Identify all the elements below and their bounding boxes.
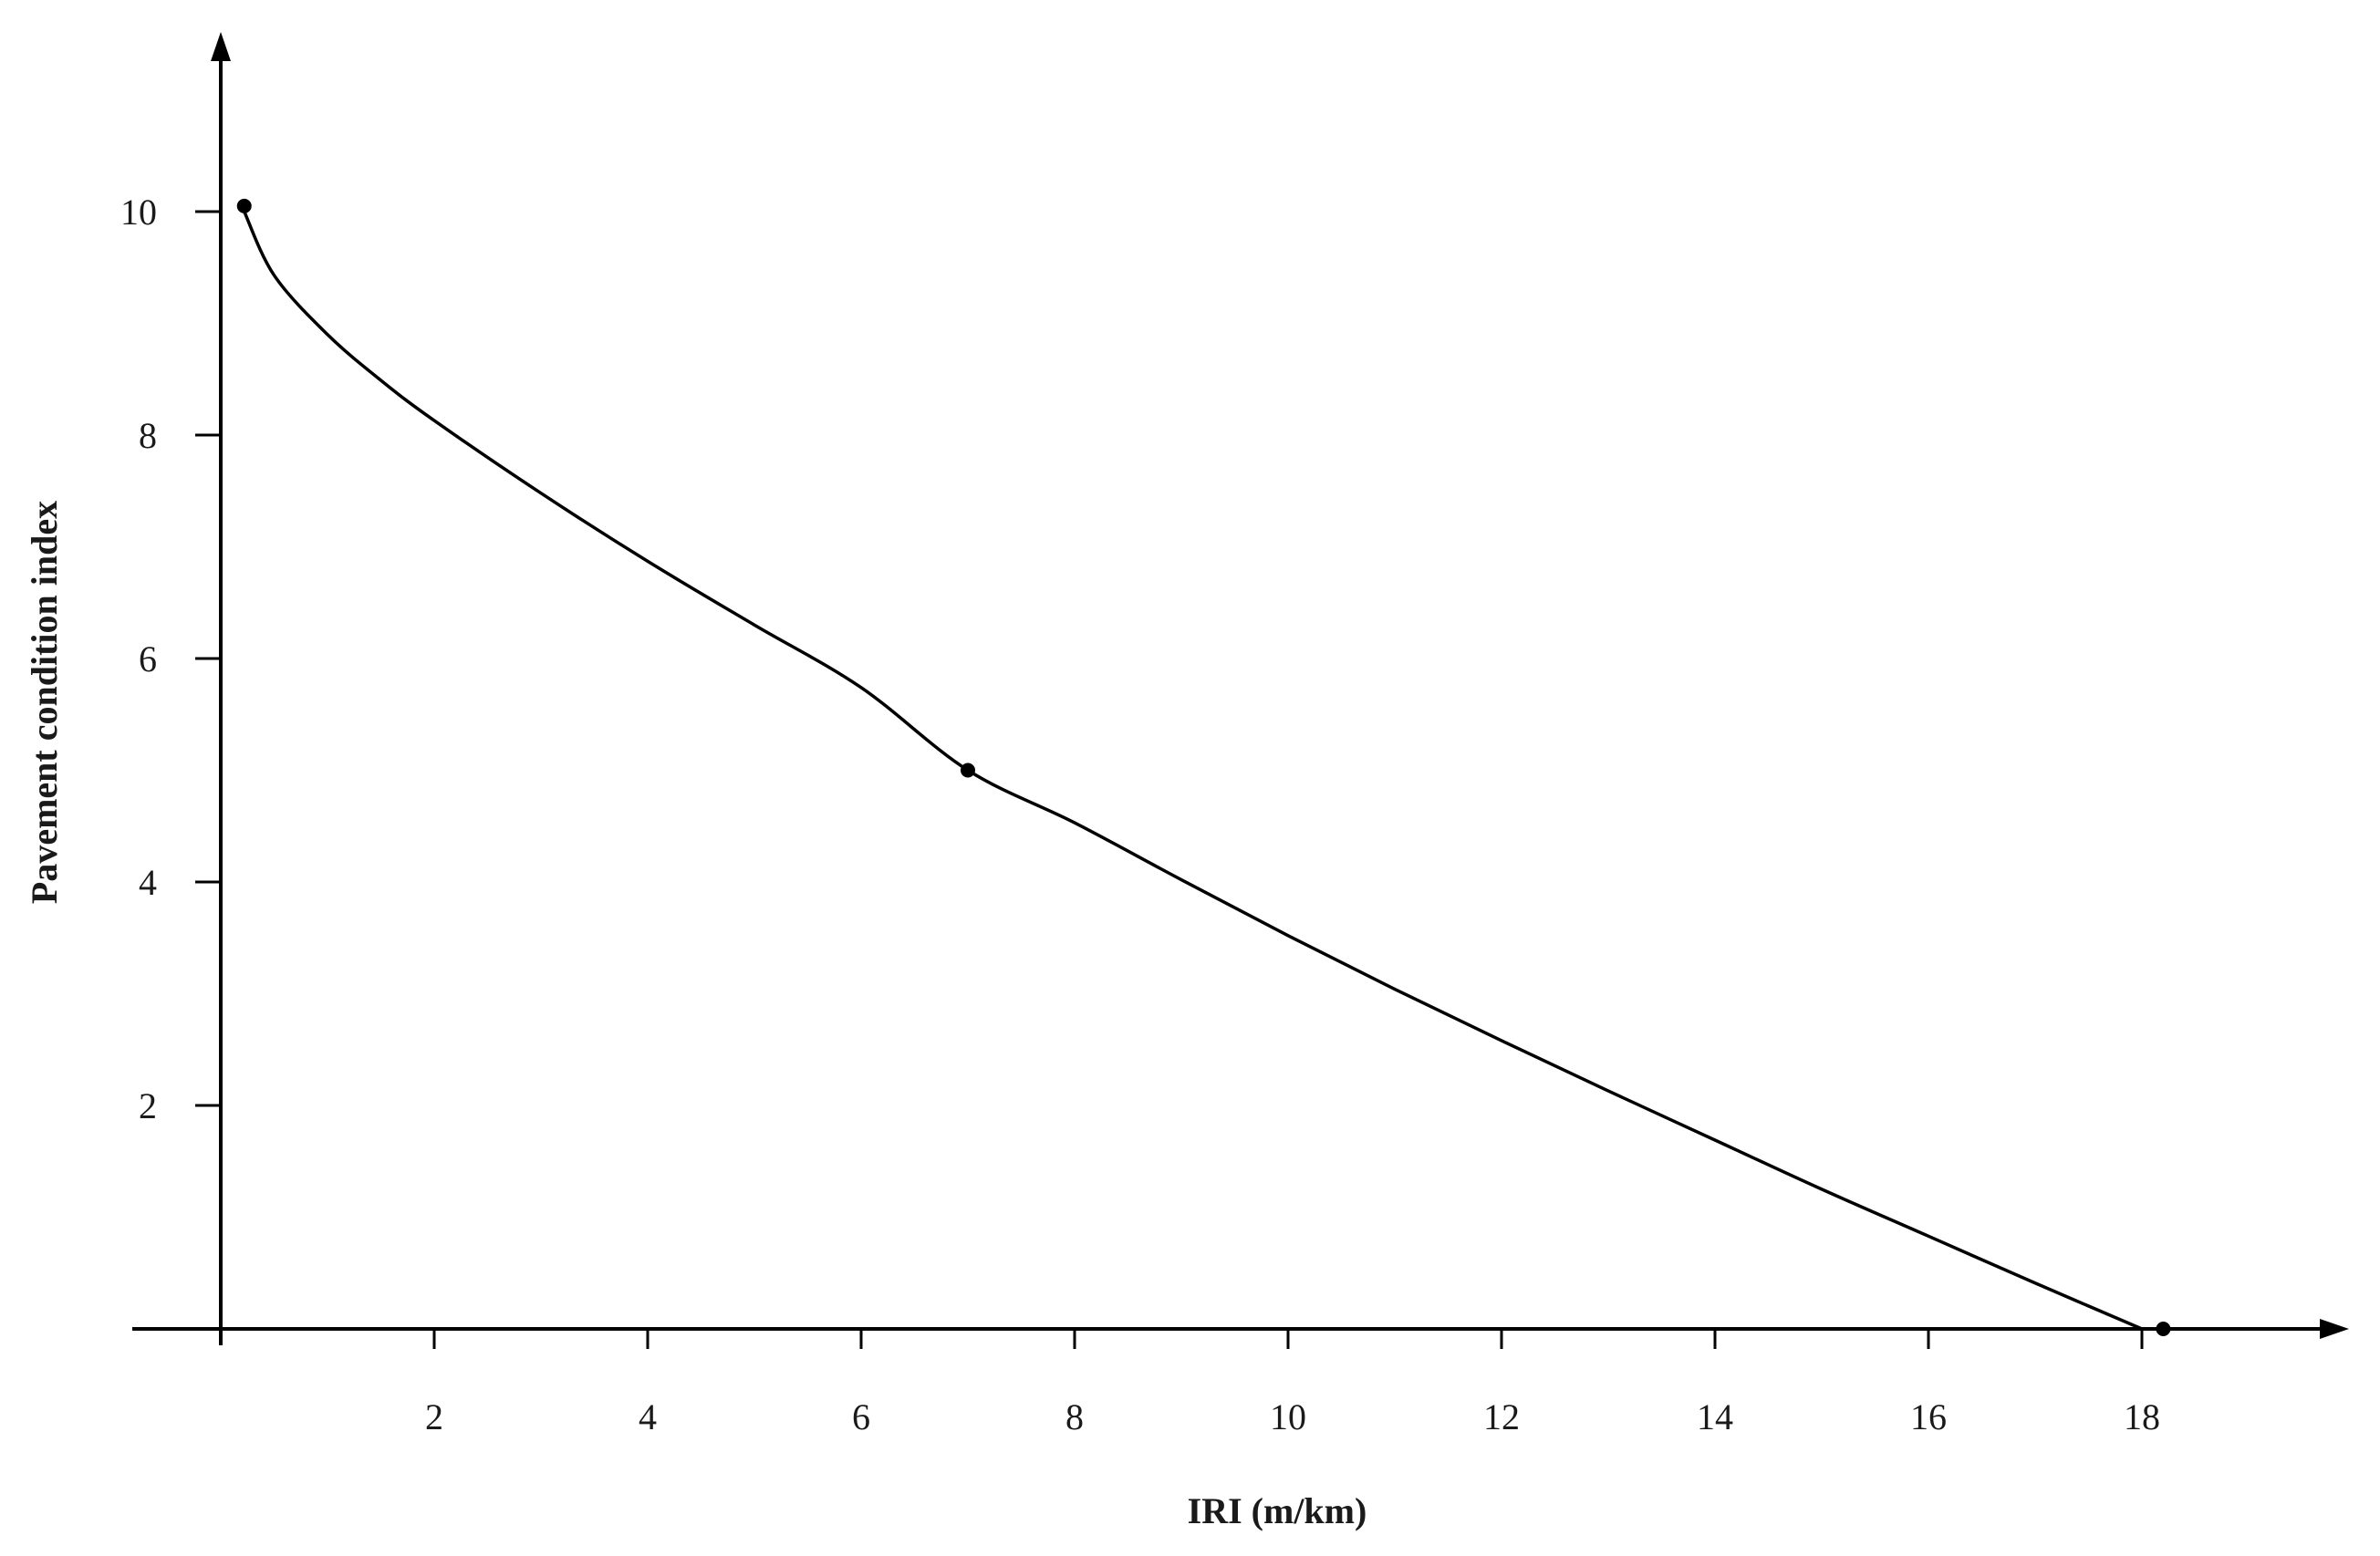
x-tick-label: 4: [639, 1396, 657, 1437]
y-tick-label: 4: [139, 862, 157, 903]
x-tick-label: 2: [425, 1396, 443, 1437]
x-tick-label: 18: [2124, 1396, 2160, 1437]
data-point: [236, 198, 252, 213]
y-tick-label: 2: [139, 1085, 157, 1126]
x-tick-label: 14: [1697, 1396, 1733, 1437]
x-tick-label: 10: [1270, 1396, 1306, 1437]
x-tick-label: 16: [1910, 1396, 1947, 1437]
x-ticks: 2 4 6 8 10 12 14 16 18: [425, 1329, 2160, 1437]
y-tick-label: 6: [139, 638, 157, 679]
x-tick-label: 8: [1065, 1396, 1084, 1437]
y-axis-arrowhead: [211, 32, 231, 61]
series-layer: [236, 198, 2171, 1336]
series-curve-line: [243, 211, 2143, 1331]
data-point: [2156, 1322, 2171, 1336]
x-tick-label: 12: [1483, 1396, 1520, 1437]
y-axis-title: Pavement condition index: [24, 501, 65, 904]
x-axis-title: IRI (m/km): [1188, 1490, 1367, 1531]
y-tick-label: 10: [120, 192, 157, 233]
x-axis-arrowhead: [2320, 1319, 2349, 1339]
y-tick-label: 8: [139, 415, 157, 456]
x-tick-label: 6: [852, 1396, 870, 1437]
data-point: [961, 762, 975, 778]
y-ticks: 2 4 6 8 10: [120, 192, 221, 1126]
